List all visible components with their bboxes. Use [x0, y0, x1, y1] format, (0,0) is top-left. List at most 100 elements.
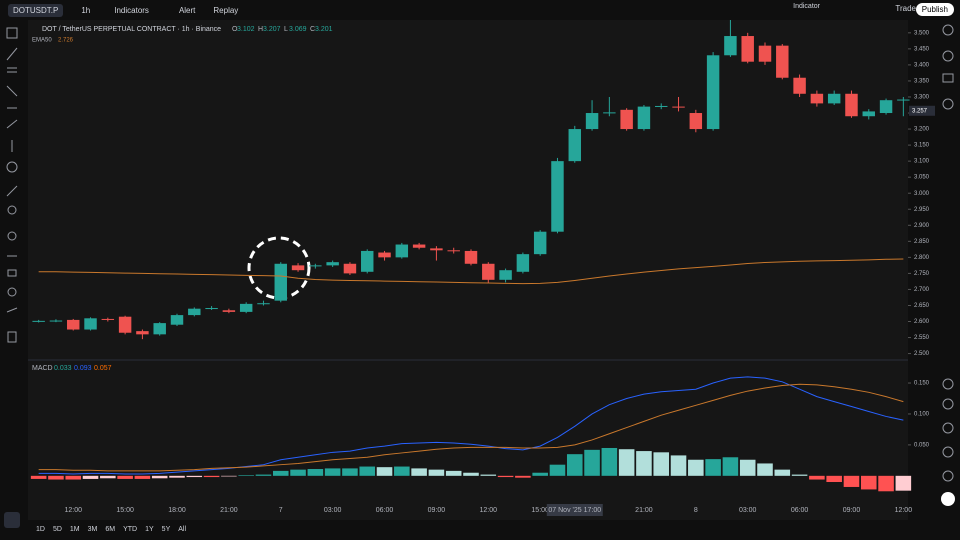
candle-body [343, 263, 357, 274]
range-button[interactable]: 5D [52, 525, 62, 533]
candle-body [378, 252, 391, 258]
highlight-circle [247, 236, 311, 300]
histogram-bar [307, 469, 324, 476]
histogram-bar [774, 469, 791, 476]
histogram-bar [705, 459, 721, 476]
candle-body [516, 254, 530, 272]
candle-body [239, 303, 253, 312]
ohlc-label: C [310, 26, 315, 33]
candle-body [84, 318, 97, 330]
trade-button[interactable]: Trade [895, 4, 916, 13]
candle-body [706, 55, 720, 130]
candle-body [741, 36, 754, 62]
top-toolbar: DOTUSDT.P 1h Indicators Alert Replay Ind… [0, 0, 960, 20]
y-tick-label: 2.750 [914, 271, 930, 277]
signal-line [38, 383, 904, 472]
candle-body [118, 316, 132, 333]
y-tick-label: 0.050 [914, 442, 930, 448]
candle-body [153, 323, 166, 335]
x-tick-label: 8 [694, 507, 698, 514]
y-tick-label: 3.400 [914, 62, 930, 68]
candle-body [758, 45, 772, 62]
histogram-bar [670, 455, 687, 476]
histogram-bar [480, 474, 497, 476]
histogram-bar [186, 475, 203, 478]
y-tick-label: 2.650 [914, 303, 930, 309]
replay[interactable]: Replay [213, 5, 239, 15]
histogram-bar [324, 468, 341, 476]
y-tick-label: 3.200 [914, 127, 930, 133]
alert[interactable]: Alert [178, 5, 196, 15]
y-tick-label: 0.100 [914, 412, 930, 418]
ema-line [38, 258, 904, 285]
y-tick-label: 2.950 [914, 207, 930, 213]
candle-body [879, 100, 893, 114]
active-panel-icon[interactable] [941, 492, 955, 506]
x-tick-label: 07 Nov '25 17:00 [548, 507, 601, 514]
candle-body [274, 263, 287, 301]
x-tick-label: 21:00 [220, 507, 238, 514]
y-tick-label: 0.150 [914, 381, 930, 387]
ohlc-label: H [258, 26, 263, 33]
candle-body [533, 231, 547, 255]
candle-body [862, 111, 875, 117]
x-tick-label: 18:00 [168, 507, 186, 514]
left-toolbar [0, 20, 25, 540]
histogram-bar [238, 475, 254, 476]
histogram-bar [290, 469, 306, 476]
histogram-bar [722, 457, 739, 476]
y-tick-label: 2.800 [914, 255, 930, 261]
range-button[interactable]: 1Y [145, 525, 154, 533]
candle-body [205, 308, 218, 310]
range-button[interactable]: 3M [87, 525, 98, 533]
candle-body [412, 244, 426, 248]
x-tick-label: 06:00 [791, 507, 809, 514]
indicators[interactable]: Indicators [114, 5, 149, 15]
interval[interactable]: 1h [81, 5, 91, 15]
y-tick-label: 3.300 [914, 95, 930, 101]
favorite-button[interactable] [4, 512, 20, 528]
histogram-bar [878, 475, 894, 492]
candle-body [101, 318, 115, 320]
y-tick-label: 2.550 [914, 335, 930, 341]
symbol[interactable]: DOTUSDT.P [8, 3, 64, 17]
candle-body [637, 106, 651, 130]
histogram-bar [584, 449, 600, 476]
range-button[interactable]: 5Y [161, 525, 171, 533]
histogram-bar [82, 475, 99, 479]
y-tick-label: 3.500 [914, 30, 930, 36]
histogram-bar [411, 468, 427, 476]
right-toolbar [936, 20, 960, 540]
range-button[interactable]: All [178, 525, 187, 533]
range-button[interactable]: YTD [123, 525, 138, 533]
candle-body [845, 93, 858, 117]
publish-button[interactable]: Publish [915, 3, 954, 16]
indicator-template[interactable]: Indicator [793, 3, 820, 10]
histogram-bar [549, 464, 566, 476]
range-button[interactable]: 1M [69, 525, 80, 533]
ohlc-value: 3.201 [315, 26, 333, 33]
macd-legend-value: 0.033 [54, 365, 72, 372]
macd-line [38, 376, 904, 475]
ohlc-label: L [284, 26, 288, 33]
candle-body [257, 303, 270, 305]
y-tick-label: 3.450 [914, 46, 930, 52]
macd-legend-value: 0.057 [94, 365, 112, 372]
macd-legend-name: MACD [32, 365, 53, 372]
candle-body [603, 112, 616, 114]
range-button[interactable]: 6M [105, 525, 116, 533]
histogram-bar [117, 475, 133, 479]
histogram-bar [376, 467, 393, 476]
candle-body [620, 109, 633, 130]
histogram-bar [221, 475, 237, 477]
candle-body [326, 262, 339, 266]
y-tick-label: 3.150 [914, 143, 930, 149]
histogram-bar [688, 459, 704, 476]
range-button[interactable]: 1D [36, 525, 45, 533]
ohlc-value: 3.102 [237, 26, 255, 33]
last-price-label: 3.257 [912, 108, 928, 114]
y-tick-label: 3.050 [914, 175, 930, 181]
candle-body [810, 93, 824, 104]
candle-body [188, 308, 201, 316]
